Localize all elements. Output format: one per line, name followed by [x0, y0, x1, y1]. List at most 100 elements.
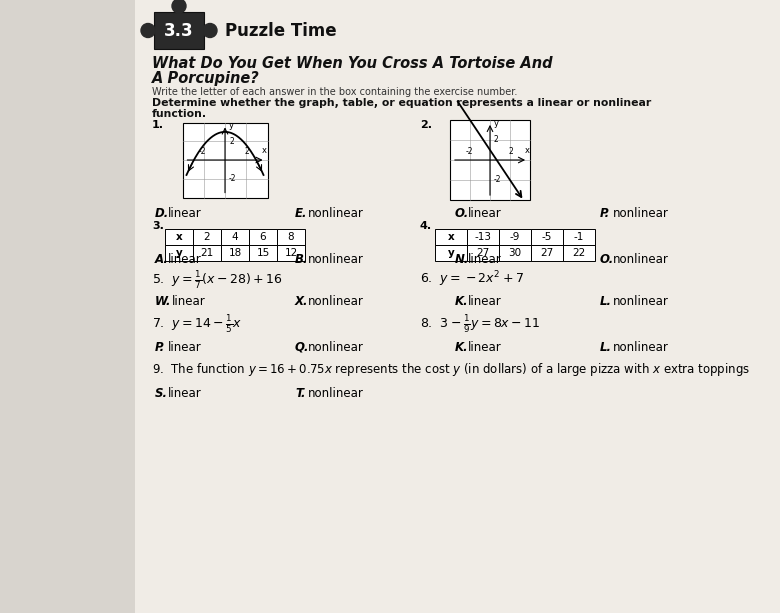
Text: linear: linear — [168, 253, 202, 266]
Text: What Do You Get When You Cross A Tortoise And: What Do You Get When You Cross A Tortois… — [152, 56, 552, 71]
Text: 2: 2 — [494, 135, 498, 145]
Circle shape — [203, 23, 217, 37]
Text: nonlinear: nonlinear — [308, 207, 364, 220]
Text: nonlinear: nonlinear — [613, 207, 669, 220]
Bar — [183, 123, 268, 197]
Bar — [563, 229, 595, 245]
Text: 4.: 4. — [420, 221, 432, 231]
Text: 3.3: 3.3 — [164, 21, 193, 39]
Text: 15: 15 — [257, 248, 270, 258]
Text: linear: linear — [168, 387, 202, 400]
Text: W.: W. — [155, 295, 172, 308]
Text: linear: linear — [468, 341, 502, 354]
Text: 22: 22 — [573, 248, 586, 258]
Text: 30: 30 — [509, 248, 522, 258]
Text: x: x — [262, 146, 267, 155]
Text: 2: 2 — [509, 147, 513, 156]
Text: L.: L. — [600, 341, 612, 354]
Text: linear: linear — [168, 341, 202, 354]
Text: K.: K. — [455, 295, 469, 308]
Text: y: y — [229, 121, 234, 130]
Circle shape — [141, 23, 155, 37]
Text: x: x — [176, 232, 183, 242]
Bar — [467, 245, 499, 261]
Bar — [531, 229, 563, 245]
Text: y: y — [494, 118, 499, 128]
Text: 12: 12 — [285, 248, 298, 258]
Text: linear: linear — [468, 253, 502, 266]
Text: 5.  $y = \frac{1}{7}(x - 28) + 16$: 5. $y = \frac{1}{7}(x - 28) + 16$ — [152, 269, 282, 291]
Text: nonlinear: nonlinear — [613, 253, 669, 266]
Text: linear: linear — [468, 207, 502, 220]
Bar — [193, 245, 221, 261]
Text: nonlinear: nonlinear — [613, 341, 669, 354]
Text: P.: P. — [600, 207, 610, 220]
Text: x: x — [448, 232, 455, 242]
Text: A.: A. — [155, 253, 169, 266]
Bar — [193, 229, 221, 245]
Text: Puzzle Time: Puzzle Time — [225, 21, 337, 39]
Text: x: x — [524, 146, 530, 155]
Bar — [165, 245, 193, 261]
Text: nonlinear: nonlinear — [308, 341, 364, 354]
Bar — [277, 245, 305, 261]
Text: 3.: 3. — [152, 221, 164, 231]
Text: X.: X. — [295, 295, 309, 308]
Bar — [221, 245, 249, 261]
Text: 2: 2 — [204, 232, 211, 242]
Bar — [435, 245, 467, 261]
Text: L.: L. — [600, 295, 612, 308]
Text: Q.: Q. — [295, 341, 310, 354]
Text: nonlinear: nonlinear — [308, 295, 364, 308]
Bar — [467, 229, 499, 245]
Text: linear: linear — [468, 295, 502, 308]
Text: -5: -5 — [542, 232, 552, 242]
Text: 6: 6 — [260, 232, 266, 242]
Text: y: y — [448, 248, 455, 258]
Text: O.: O. — [600, 253, 615, 266]
Text: y: y — [176, 248, 183, 258]
Text: -1: -1 — [574, 232, 584, 242]
Bar — [165, 229, 193, 245]
Bar — [499, 245, 531, 261]
Text: D.: D. — [155, 207, 169, 220]
FancyBboxPatch shape — [154, 12, 204, 49]
Bar — [450, 120, 530, 200]
Text: 6.  $y = -2x^2 + 7$: 6. $y = -2x^2 + 7$ — [420, 269, 524, 289]
Circle shape — [172, 0, 186, 13]
Text: 2: 2 — [245, 147, 250, 156]
Text: -2: -2 — [199, 147, 207, 156]
Bar — [221, 229, 249, 245]
Text: -2: -2 — [494, 175, 502, 185]
Bar — [563, 245, 595, 261]
Text: nonlinear: nonlinear — [613, 295, 669, 308]
Text: function.: function. — [152, 109, 207, 119]
Text: linear: linear — [168, 207, 202, 220]
Text: 18: 18 — [229, 248, 242, 258]
Text: linear: linear — [172, 295, 206, 308]
Text: -2: -2 — [229, 174, 236, 183]
Bar — [277, 229, 305, 245]
Text: nonlinear: nonlinear — [308, 253, 364, 266]
Text: N.: N. — [455, 253, 470, 266]
Text: 2: 2 — [229, 137, 234, 146]
Text: -13: -13 — [474, 232, 491, 242]
Text: 27: 27 — [541, 248, 554, 258]
Text: E.: E. — [295, 207, 307, 220]
Text: 1.: 1. — [152, 120, 164, 130]
Text: 9.  The function $y = 16 + 0.75x$ represents the cost $y$ (in dollars) of a larg: 9. The function $y = 16 + 0.75x$ represe… — [152, 361, 750, 378]
Bar — [499, 229, 531, 245]
Text: S.: S. — [155, 387, 168, 400]
Text: 2.: 2. — [420, 120, 432, 130]
Text: Write the letter of each answer in the box containing the exercise number.: Write the letter of each answer in the b… — [152, 87, 517, 97]
Bar — [249, 229, 277, 245]
Text: 8: 8 — [288, 232, 294, 242]
Bar — [435, 229, 467, 245]
Bar — [135, 0, 780, 613]
Text: 8.  $3 - \frac{1}{9}y = 8x - 11$: 8. $3 - \frac{1}{9}y = 8x - 11$ — [420, 313, 541, 335]
Text: T.: T. — [295, 387, 306, 400]
Text: B.: B. — [295, 253, 309, 266]
Text: -9: -9 — [510, 232, 520, 242]
Text: 7.  $y = 14 - \frac{1}{5}x$: 7. $y = 14 - \frac{1}{5}x$ — [152, 313, 243, 335]
Text: K.: K. — [455, 341, 469, 354]
